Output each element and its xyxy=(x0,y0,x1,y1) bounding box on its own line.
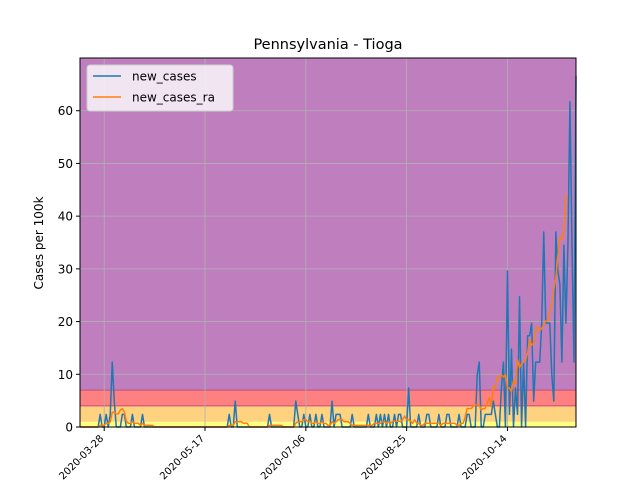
band-2 xyxy=(80,390,576,406)
legend-label-new_cases_ra: new_cases_ra xyxy=(132,91,215,105)
legend-label-new_cases: new_cases xyxy=(132,70,197,84)
legend-box xyxy=(86,64,234,112)
y-axis-label: Cases per 100k xyxy=(32,196,46,289)
y-tick-label-3: 30 xyxy=(58,262,73,276)
x-tick-label-1: 2020-05-17 xyxy=(158,433,207,480)
x-tick-label-2: 2020-07-06 xyxy=(259,433,308,480)
y-tick-label-5: 50 xyxy=(58,157,73,171)
band-1 xyxy=(80,405,576,422)
x-tick-label-0: 2020-03-28 xyxy=(57,433,106,480)
y-tick-label-6: 60 xyxy=(58,104,73,118)
y-axis: 0 10 20 30 40 50 60 xyxy=(58,104,80,435)
band-3 xyxy=(80,58,576,391)
y-tick-label-4: 40 xyxy=(58,210,73,224)
y-tick-label-0: 0 xyxy=(65,421,73,435)
y-tick-label-2: 20 xyxy=(58,315,73,329)
plot-frame xyxy=(79,57,577,428)
y-tick-label-1: 10 xyxy=(58,368,73,382)
x-axis: 2020-03-28 2020-05-17 2020-07-06 2020-08-25… xyxy=(57,427,510,480)
risk-bands xyxy=(80,58,576,427)
x-tick-label-3: 2020-08-25 xyxy=(360,433,409,480)
legend: new_cases new_cases_ra xyxy=(86,64,234,112)
x-tick-label-4: 2020-10-14 xyxy=(461,433,510,480)
chart-title: Pennsylvania - Tioga xyxy=(253,37,402,53)
